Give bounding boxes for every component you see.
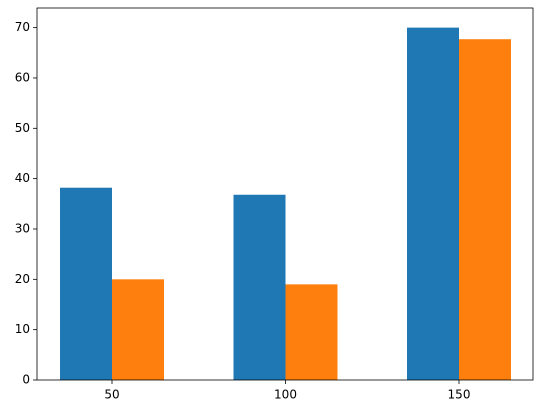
y-tick-label: 40	[15, 171, 30, 185]
y-tick-label: 50	[15, 121, 30, 135]
bar	[459, 39, 511, 380]
y-tick-label: 0	[22, 373, 30, 387]
bar	[112, 279, 164, 380]
bar	[233, 194, 286, 380]
y-tick-label: 30	[15, 221, 30, 235]
x-tick-label: 150	[448, 388, 471, 402]
x-tick-label: 100	[274, 388, 297, 402]
y-tick-label: 60	[15, 70, 30, 84]
bar	[60, 187, 112, 380]
bar	[407, 27, 459, 381]
y-tick-label: 70	[15, 20, 30, 34]
x-tick-label: 50	[104, 388, 119, 402]
bar	[285, 284, 338, 380]
plot-frame	[36, 7, 534, 381]
y-tick-label: 20	[15, 272, 30, 286]
y-tick-label: 10	[15, 322, 30, 336]
